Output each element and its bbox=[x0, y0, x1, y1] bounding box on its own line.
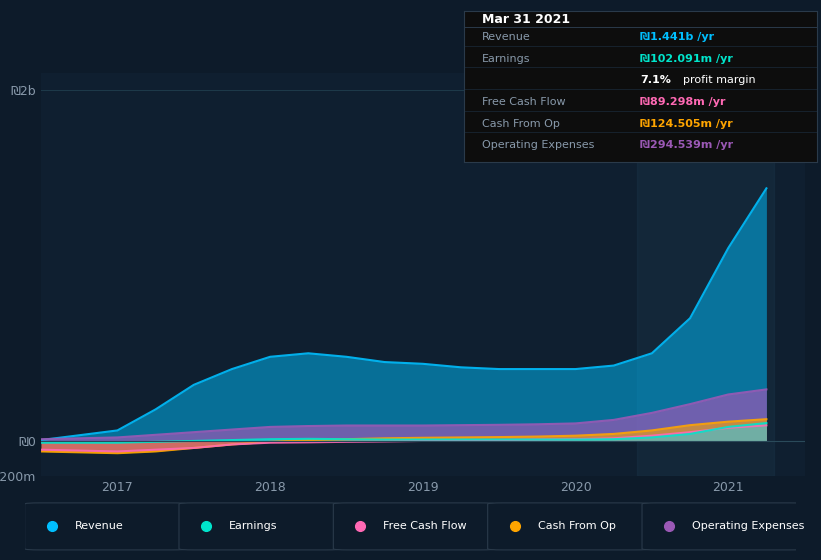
Text: profit margin: profit margin bbox=[683, 76, 755, 85]
FancyBboxPatch shape bbox=[25, 503, 186, 550]
Text: Operating Expenses: Operating Expenses bbox=[692, 521, 805, 531]
Text: ₪102.091m /yr: ₪102.091m /yr bbox=[640, 54, 733, 64]
Text: Earnings: Earnings bbox=[481, 54, 530, 64]
Text: Revenue: Revenue bbox=[75, 521, 123, 531]
FancyBboxPatch shape bbox=[179, 503, 341, 550]
Text: ₪1.441b /yr: ₪1.441b /yr bbox=[640, 32, 714, 42]
Text: Earnings: Earnings bbox=[229, 521, 277, 531]
Bar bbox=[636, 73, 774, 476]
Text: ₪124.505m /yr: ₪124.505m /yr bbox=[640, 119, 733, 129]
Text: 7.1%: 7.1% bbox=[640, 76, 672, 85]
Text: Cash From Op: Cash From Op bbox=[538, 521, 616, 531]
FancyBboxPatch shape bbox=[642, 503, 804, 550]
FancyBboxPatch shape bbox=[488, 503, 649, 550]
Text: ₪89.298m /yr: ₪89.298m /yr bbox=[640, 97, 726, 107]
Text: Cash From Op: Cash From Op bbox=[481, 119, 559, 129]
Text: Free Cash Flow: Free Cash Flow bbox=[481, 97, 565, 107]
Text: ₪294.539m /yr: ₪294.539m /yr bbox=[640, 140, 733, 150]
Text: Free Cash Flow: Free Cash Flow bbox=[383, 521, 467, 531]
Text: Mar 31 2021: Mar 31 2021 bbox=[481, 13, 570, 26]
Text: Operating Expenses: Operating Expenses bbox=[481, 140, 594, 150]
FancyBboxPatch shape bbox=[333, 503, 495, 550]
Text: Revenue: Revenue bbox=[481, 32, 530, 42]
